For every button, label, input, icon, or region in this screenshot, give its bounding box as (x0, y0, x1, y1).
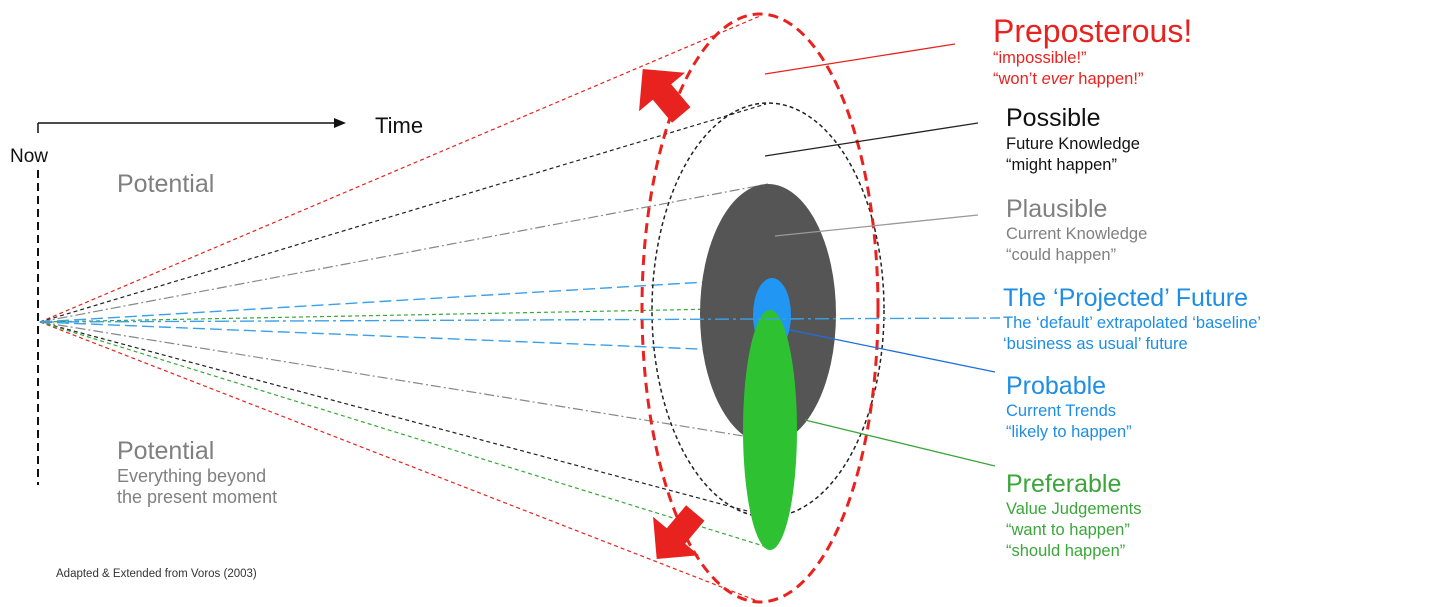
leader-plausible (774, 214, 979, 237)
expand-down-arrow-icon (653, 505, 705, 559)
ray-preposterous-bottom (39, 321, 761, 603)
ray-plausible-bottom (39, 321, 769, 441)
leader-possible (764, 122, 979, 157)
leader-preferable (804, 419, 996, 467)
plausible-title: Plausible (1006, 195, 1108, 223)
potential-bottom-label: Potential (117, 437, 215, 465)
probable-title: Probable (1006, 372, 1107, 400)
ray-possible-bottom (39, 321, 767, 517)
preferable-line-2: “want to happen” (1006, 521, 1130, 539)
ray-probable-bottom (39, 321, 773, 353)
projected-future-title: The ‘Projected’ Future (1003, 284, 1249, 312)
possible-line-1: Future Knowledge (1006, 135, 1140, 153)
preposterous-line-2-prefix: “won’t (993, 70, 1042, 88)
leader-probable (789, 329, 996, 373)
potential-desc-2: the present moment (117, 487, 278, 507)
ray-preferable-top (39, 307, 771, 323)
preposterous-ellipse (640, 12, 880, 604)
ray-possible-top (39, 103, 767, 323)
probable-line-2: “likely to happen” (1006, 423, 1132, 441)
preferable-line-3: “should happen” (1006, 542, 1126, 560)
preferable-line-1: Value Judgements (1006, 500, 1142, 518)
potential-top-label: Potential (117, 170, 215, 198)
now-label: Now (10, 146, 49, 167)
preposterous-title: Preposterous! (993, 13, 1193, 49)
ray-preposterous-top (39, 15, 761, 323)
probable-line-1: Current Trends (1006, 402, 1117, 420)
credit-text: Adapted & Extended from Voros (2003) (56, 568, 257, 580)
preferable-ellipse (743, 310, 797, 550)
plausible-line-2: “could happen” (1006, 246, 1117, 264)
potential-desc-1: Everything beyond (117, 466, 267, 486)
projected-future-line (39, 317, 1001, 323)
possible-ellipse (651, 102, 885, 518)
preferable-title: Preferable (1006, 470, 1122, 498)
projected-future-line-1: The ‘default’ extrapolated ‘baseline’ (1003, 314, 1262, 332)
preposterous-line-2-emphasis: ever (1041, 70, 1074, 88)
projected-future-line-2: ‘business as usual’ future (1003, 335, 1188, 353)
plausible-line-1: Current Knowledge (1006, 225, 1148, 243)
time-arrowhead-icon (334, 118, 346, 128)
preposterous-line-2-suffix: happen!” (1073, 70, 1144, 88)
leader-preposterous (764, 43, 956, 75)
expand-up-arrow-icon (639, 69, 691, 123)
ray-probable-top (39, 277, 773, 323)
possible-line-2: “might happen” (1006, 156, 1117, 174)
time-label: Time (375, 113, 424, 138)
ray-plausible-top (39, 183, 769, 323)
preposterous-line-2: “won’t ever happen!” (993, 69, 1143, 90)
possible-title: Possible (1006, 104, 1101, 132)
preposterous-line-1: “impossible!” (993, 49, 1087, 67)
ray-preferable-bottom (39, 321, 771, 549)
